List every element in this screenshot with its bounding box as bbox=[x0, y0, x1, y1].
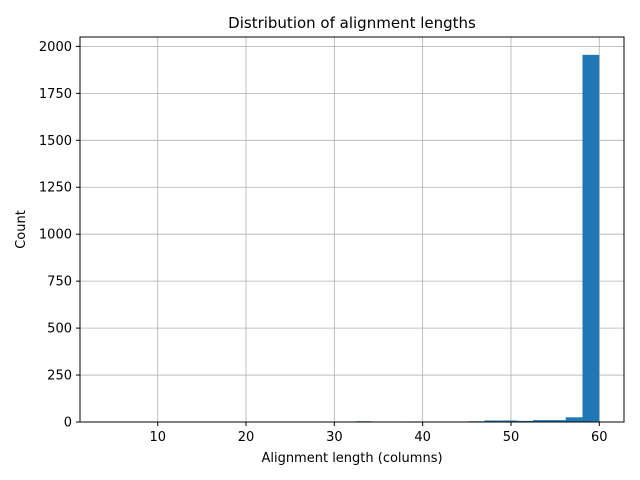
y-axis-label: Count bbox=[14, 210, 29, 249]
x-tick-label: 30 bbox=[326, 430, 343, 445]
ticks-layer: 10 20 30 40 50 60 0 250 500 750 1000 1250 1500 1750 20… bbox=[39, 40, 608, 445]
y-tick-label: 0 bbox=[64, 416, 72, 431]
y-tick-label: 500 bbox=[47, 322, 72, 337]
x-axis-label: Alignment length (columns) bbox=[261, 451, 442, 466]
histogram-bar bbox=[501, 420, 518, 422]
y-tick-label: 1250 bbox=[39, 181, 72, 196]
histogram-bar bbox=[582, 54, 600, 423]
plot-frame bbox=[79, 36, 625, 423]
y-tick-label: 250 bbox=[47, 369, 72, 384]
histogram-bar bbox=[517, 420, 534, 422]
x-tick-label: 40 bbox=[414, 430, 431, 445]
x-tick-label: 20 bbox=[238, 430, 255, 445]
histogram-bar bbox=[565, 417, 583, 422]
y-tick-label: 1750 bbox=[39, 87, 72, 102]
chart-title: Distribution of alignment lengths bbox=[228, 14, 476, 32]
y-tick-label: 1000 bbox=[39, 228, 72, 243]
histogram-bar bbox=[484, 420, 502, 422]
x-tick-label: 10 bbox=[149, 430, 166, 445]
histogram-bar bbox=[549, 420, 566, 422]
x-tick-label: 60 bbox=[591, 430, 608, 445]
y-tick-label: 2000 bbox=[39, 40, 72, 55]
y-tick-label: 750 bbox=[47, 275, 72, 290]
y-tick-label: 1500 bbox=[39, 134, 72, 149]
x-tick-label: 50 bbox=[503, 430, 520, 445]
histogram-bar bbox=[533, 420, 550, 422]
